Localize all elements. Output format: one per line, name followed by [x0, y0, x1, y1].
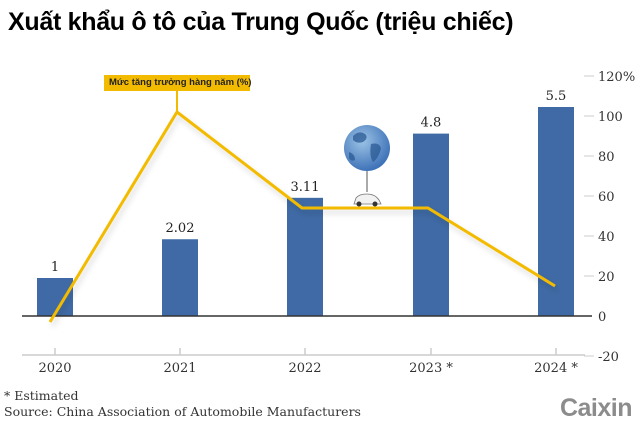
bar-value-label: 5.5: [546, 89, 567, 104]
chart-title: Xuất khẩu ô tô của Trung Quốc (triệu chi…: [8, 8, 514, 36]
x-tick-label: 2020: [38, 361, 71, 376]
y-tick-label: 20: [598, 270, 615, 285]
footnote-estimated: * Estimated: [4, 388, 79, 403]
y-axis-right: 120% 100 80 60 40 20 0 -20: [584, 70, 635, 365]
x-tick-label: 2023 *: [409, 361, 453, 376]
y-tick-label: 0: [598, 310, 606, 325]
bar: [413, 133, 449, 316]
bar-value-label: 4.8: [421, 116, 442, 131]
bar-series: 1 2.02 3.11 4.8 5.5: [37, 89, 574, 316]
growth-line: [48, 109, 556, 323]
x-tick-label: 2024 *: [534, 361, 578, 376]
x-tick-label: 2021: [163, 361, 196, 376]
bar: [538, 107, 574, 316]
x-tick-label: 2022: [288, 361, 321, 376]
bar-value-label: 1: [51, 260, 59, 275]
bar-value-label: 2.02: [166, 221, 195, 236]
source-note: Source: China Association of Automobile …: [4, 404, 361, 419]
globe-car-illustration: [344, 125, 390, 207]
bar-value-label: 3.11: [291, 180, 320, 195]
bar: [37, 278, 73, 316]
legend-growth-rate: Mức tăng trưởng hàng năm (%): [104, 75, 251, 91]
y-tick-label: 100: [598, 110, 623, 125]
y-tick-label: 80: [598, 150, 615, 165]
bar: [287, 197, 323, 316]
bar: [162, 239, 198, 316]
y-tick-label: 120%: [598, 70, 635, 85]
caixin-logo: Caixin: [559, 394, 633, 422]
y-tick-label: 60: [598, 190, 615, 205]
y-tick-label: 40: [598, 230, 615, 245]
x-axis: 2020 2021 2022 2023 * 2024 *: [38, 348, 578, 376]
y-tick-label: -20: [598, 350, 619, 365]
